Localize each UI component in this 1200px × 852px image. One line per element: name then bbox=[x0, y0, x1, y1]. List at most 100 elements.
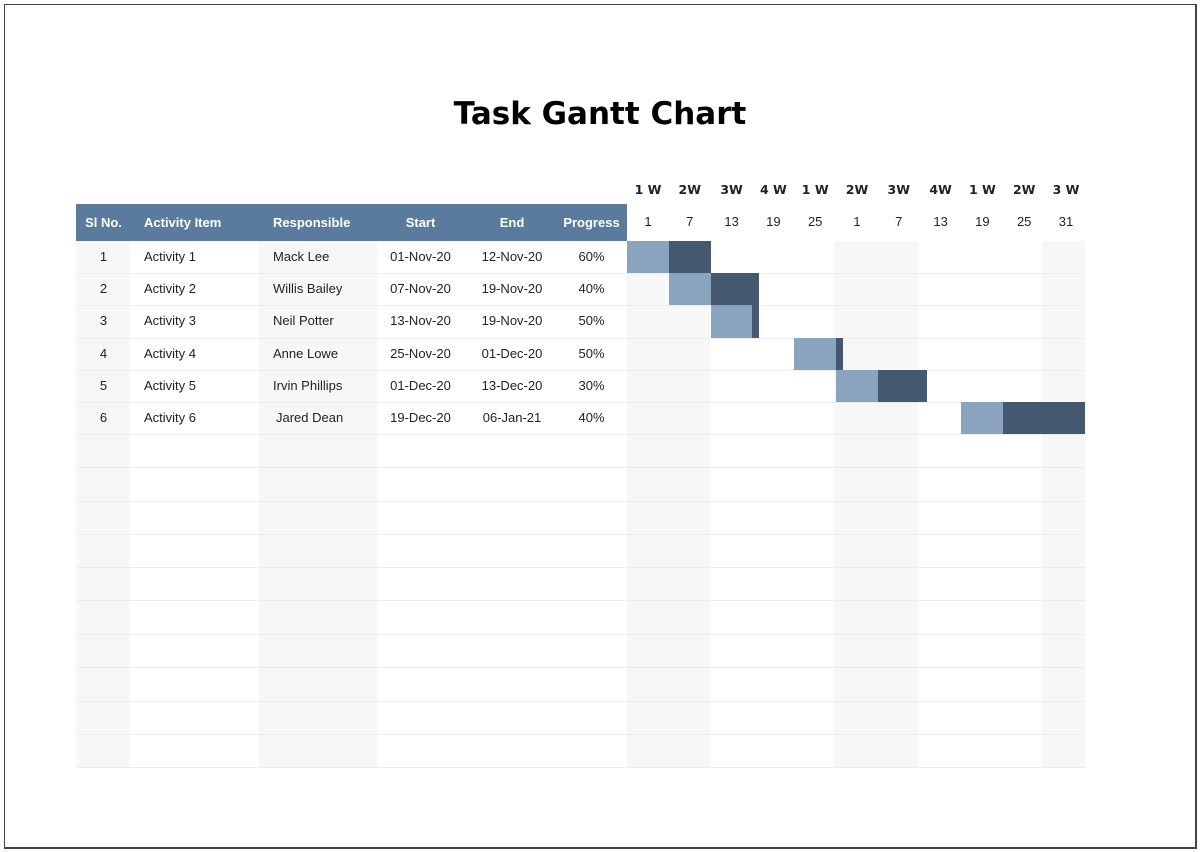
day-header-row: 1 7 13 19 25 1 7 13 19 25 31 bbox=[627, 207, 1087, 237]
sl-no-cell: 3 bbox=[99, 313, 108, 328]
start-date-cell: 25-Nov-20 bbox=[390, 346, 451, 361]
week-header-row: 1 W 2W 3W 4 W 1 W 2W 3W 4W 1 W 2W 3 W bbox=[627, 175, 1087, 205]
day-label: 1 bbox=[644, 214, 652, 229]
end-date-cell: 06-Jan-21 bbox=[482, 410, 542, 425]
header-sl-no: Sl No. bbox=[85, 215, 122, 230]
week-label: 1 W bbox=[968, 182, 996, 197]
week-label: 4 W bbox=[759, 182, 787, 197]
row-divider bbox=[76, 273, 1085, 274]
gantt-bar-remaining bbox=[836, 338, 843, 370]
progress-cell: 50% bbox=[578, 346, 605, 361]
gantt-bar-remaining bbox=[877, 370, 927, 402]
day-label: 1 bbox=[853, 214, 861, 229]
start-date-cell: 01-Dec-20 bbox=[390, 378, 451, 393]
end-date-cell: 13-Dec-20 bbox=[481, 378, 543, 393]
page-title: Task Gantt Chart bbox=[453, 96, 747, 132]
row-divider bbox=[76, 734, 1085, 735]
sl-no-cell: 2 bbox=[99, 281, 108, 296]
gantt-bar-remaining bbox=[668, 241, 711, 273]
start-date-cell: 07-Nov-20 bbox=[390, 281, 451, 296]
day-label: 13 bbox=[724, 214, 739, 229]
week-label: 2W bbox=[845, 182, 869, 197]
gantt-bar-remaining bbox=[1003, 402, 1085, 434]
header-start: Start bbox=[405, 215, 436, 230]
row-divider bbox=[76, 767, 1085, 768]
responsible-cell: Neil Potter bbox=[273, 313, 334, 328]
activity-cell: Activity 2 bbox=[144, 281, 197, 296]
row-divider bbox=[76, 434, 1085, 435]
header-responsible: Responsible bbox=[273, 215, 351, 230]
row-divider bbox=[76, 534, 1085, 535]
week-label: 4W bbox=[929, 182, 952, 197]
day-label: 25 bbox=[807, 214, 823, 229]
start-date-cell: 13-Nov-20 bbox=[390, 313, 451, 328]
gantt-bar-remaining bbox=[710, 273, 760, 305]
header-end: End bbox=[499, 215, 525, 230]
activity-cell: Activity 5 bbox=[144, 378, 197, 393]
row-divider bbox=[76, 402, 1085, 403]
sl-no-cell: 5 bbox=[99, 378, 108, 393]
end-date-cell: 19-Nov-20 bbox=[481, 281, 543, 296]
row-divider bbox=[76, 600, 1085, 601]
progress-cell: 60% bbox=[578, 249, 605, 264]
shaded-column bbox=[627, 241, 710, 768]
gantt-bar-completed bbox=[961, 402, 1004, 434]
header-progress: Progress bbox=[563, 215, 620, 230]
row-divider bbox=[76, 667, 1085, 668]
gantt-bar-remaining bbox=[752, 305, 760, 338]
row-divider bbox=[76, 567, 1085, 568]
table-header: Sl No. Activity Item Responsible Start E… bbox=[76, 204, 627, 241]
sl-no-cell: 6 bbox=[99, 410, 108, 425]
responsible-cell: Jared Dean bbox=[276, 410, 344, 425]
day-label: 19 bbox=[766, 214, 781, 229]
day-label: 13 bbox=[933, 214, 948, 229]
week-label: 1 W bbox=[634, 182, 662, 197]
activity-cell: Activity 1 bbox=[144, 249, 197, 264]
day-label: 7 bbox=[686, 214, 694, 229]
activity-cell: Activity 3 bbox=[144, 313, 197, 328]
week-label: 2W bbox=[1012, 182, 1036, 197]
week-label: 3W bbox=[887, 182, 911, 197]
end-date-cell: 19-Nov-20 bbox=[481, 313, 543, 328]
row-divider bbox=[76, 338, 1085, 339]
progress-cell: 40% bbox=[578, 281, 605, 296]
row-divider bbox=[76, 701, 1085, 702]
gantt-bar-completed bbox=[710, 305, 753, 338]
week-label: 2W bbox=[678, 182, 702, 197]
end-date-cell: 12-Nov-20 bbox=[481, 249, 543, 264]
row-divider bbox=[76, 634, 1085, 635]
week-label: 1 W bbox=[801, 182, 829, 197]
gantt-bar-completed bbox=[794, 338, 836, 370]
start-date-cell: 01-Nov-20 bbox=[390, 249, 451, 264]
gantt-bar-completed bbox=[668, 273, 711, 305]
responsible-cell: Willis Bailey bbox=[273, 281, 343, 296]
day-label: 19 bbox=[975, 214, 990, 229]
gantt-bar-completed bbox=[627, 241, 669, 273]
gantt-bar-completed bbox=[836, 370, 878, 402]
week-label: 3 W bbox=[1052, 182, 1080, 197]
shaded-column bbox=[259, 241, 377, 768]
week-label: 3W bbox=[720, 182, 743, 197]
header-activity-item: Activity Item bbox=[144, 215, 222, 230]
shaded-column bbox=[76, 241, 130, 768]
day-label: 31 bbox=[1058, 214, 1074, 229]
responsible-cell: Mack Lee bbox=[273, 249, 330, 264]
progress-cell: 50% bbox=[578, 313, 605, 328]
progress-cell: 30% bbox=[578, 378, 605, 393]
responsible-cell: Anne Lowe bbox=[273, 346, 339, 361]
shaded-column bbox=[1042, 241, 1085, 768]
day-label: 25 bbox=[1016, 214, 1032, 229]
row-divider bbox=[76, 370, 1085, 371]
row-divider bbox=[76, 467, 1085, 468]
day-label: 7 bbox=[895, 214, 903, 229]
sl-no-cell: 4 bbox=[99, 346, 108, 361]
sl-no-cell: 1 bbox=[99, 249, 108, 264]
row-divider bbox=[76, 305, 1085, 306]
shaded-column bbox=[834, 241, 918, 768]
activity-cell: Activity 4 bbox=[144, 346, 197, 361]
end-date-cell: 01-Dec-20 bbox=[481, 346, 543, 361]
activity-cell: Activity 6 bbox=[144, 410, 197, 425]
start-date-cell: 19-Dec-20 bbox=[390, 410, 451, 425]
responsible-cell: Irvin Phillips bbox=[273, 378, 343, 393]
progress-cell: 40% bbox=[578, 410, 605, 425]
